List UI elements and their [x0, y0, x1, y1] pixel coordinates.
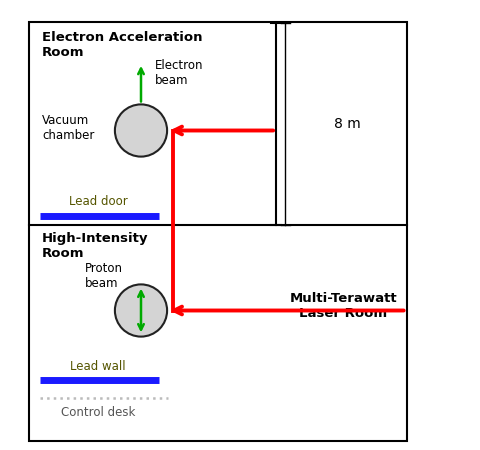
Text: Electron Acceleration
Room: Electron Acceleration Room [42, 32, 203, 59]
Text: Lead wall: Lead wall [71, 360, 126, 373]
Circle shape [115, 284, 167, 337]
Text: 8 m: 8 m [335, 117, 361, 131]
Circle shape [115, 104, 167, 157]
Text: Control desk: Control desk [61, 406, 135, 419]
Text: Vacuum
chamber: Vacuum chamber [42, 114, 95, 142]
Text: Multi-Terawatt
Laser Room: Multi-Terawatt Laser Room [290, 292, 397, 320]
Bar [28, 22, 407, 441]
Text: Lead door: Lead door [69, 195, 128, 208]
Text: Proton
beam: Proton beam [85, 262, 123, 290]
Text: High-Intensity
Room: High-Intensity Room [42, 232, 148, 260]
Text: Electron
beam: Electron beam [155, 58, 203, 86]
